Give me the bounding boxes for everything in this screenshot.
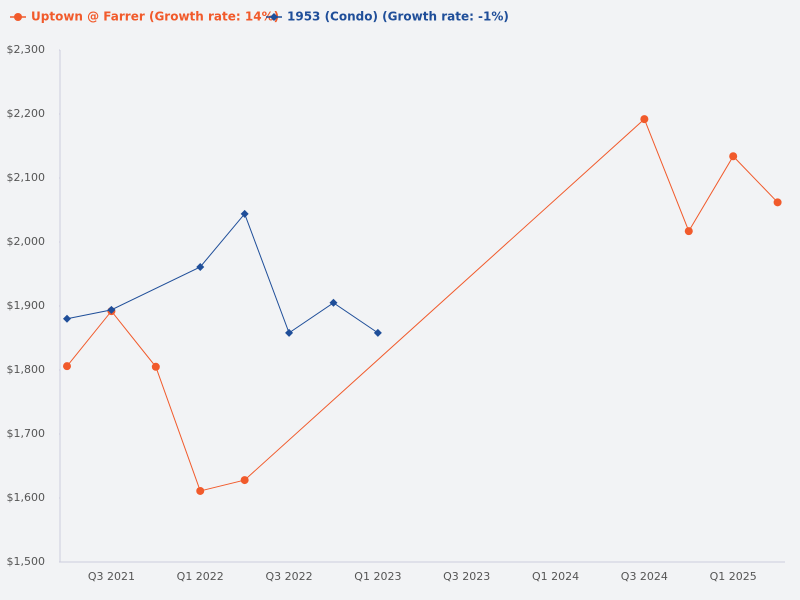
x-tick-label: Q3 2022: [265, 570, 312, 583]
y-tick-label: $1,700: [7, 427, 46, 440]
data-point: [196, 262, 205, 271]
data-point: [63, 314, 71, 323]
y-tick-label: $2,200: [7, 107, 46, 120]
legend-label: 1953 (Condo) (Growth rate: -1%): [287, 10, 509, 24]
data-point: [151, 362, 160, 371]
x-tick-label: Q3 2021: [88, 570, 135, 583]
data-point: [63, 362, 71, 371]
x-tick-label: Q3 2024: [621, 570, 668, 583]
x-tick-label: Q3 2023: [443, 570, 490, 583]
legend-marker: [14, 13, 22, 21]
data-point: [640, 115, 649, 124]
x-tick-label: Q1 2024: [532, 570, 579, 583]
y-tick-label: $2,000: [7, 235, 46, 248]
data-point: [285, 328, 294, 337]
y-tick-label: $2,100: [7, 171, 46, 184]
y-tick-label: $1,600: [7, 491, 46, 504]
data-point: [107, 305, 116, 314]
x-tick-label: Q1 2022: [177, 570, 224, 583]
y-tick-label: $1,500: [7, 555, 46, 568]
data-point: [773, 198, 782, 207]
y-tick-label: $1,800: [7, 363, 46, 376]
x-tick-label: Q1 2025: [710, 570, 757, 583]
y-tick-label: $1,900: [7, 299, 46, 312]
data-point: [373, 328, 382, 337]
data-point: [684, 227, 693, 236]
y-tick-label: $2,300: [7, 43, 46, 56]
data-point: [729, 152, 738, 161]
legend-label: Uptown @ Farrer (Growth rate: 14%): [31, 10, 279, 24]
data-point: [196, 486, 205, 495]
x-tick-label: Q1 2023: [354, 570, 401, 583]
data-point: [240, 476, 249, 485]
legend-marker: [270, 13, 278, 21]
data-point: [329, 298, 338, 307]
data-point: [240, 209, 249, 218]
